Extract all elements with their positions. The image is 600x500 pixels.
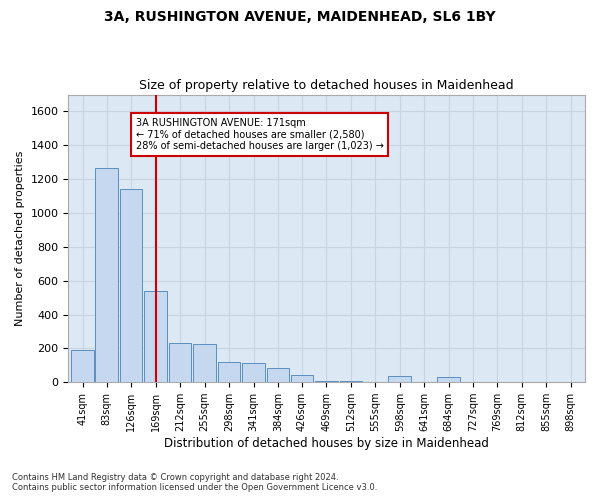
Bar	[218, 362, 241, 382]
Bar	[169, 344, 191, 382]
Bar	[242, 363, 265, 382]
Bar	[71, 350, 94, 382]
Text: 3A RUSHINGTON AVENUE: 171sqm
← 71% of detached houses are smaller (2,580)
28% of: 3A RUSHINGTON AVENUE: 171sqm ← 71% of de…	[136, 118, 383, 152]
Text: Contains HM Land Registry data © Crown copyright and database right 2024.
Contai: Contains HM Land Registry data © Crown c…	[12, 473, 377, 492]
Bar	[437, 377, 460, 382]
Y-axis label: Number of detached properties: Number of detached properties	[15, 150, 25, 326]
Bar	[193, 344, 216, 382]
Bar	[95, 168, 118, 382]
Title: Size of property relative to detached houses in Maidenhead: Size of property relative to detached ho…	[139, 79, 514, 92]
Bar	[266, 368, 289, 382]
Bar	[290, 376, 313, 382]
Bar	[144, 291, 167, 382]
Text: 3A, RUSHINGTON AVENUE, MAIDENHEAD, SL6 1BY: 3A, RUSHINGTON AVENUE, MAIDENHEAD, SL6 1…	[104, 10, 496, 24]
Bar	[119, 190, 142, 382]
Bar	[388, 376, 411, 382]
X-axis label: Distribution of detached houses by size in Maidenhead: Distribution of detached houses by size …	[164, 437, 489, 450]
